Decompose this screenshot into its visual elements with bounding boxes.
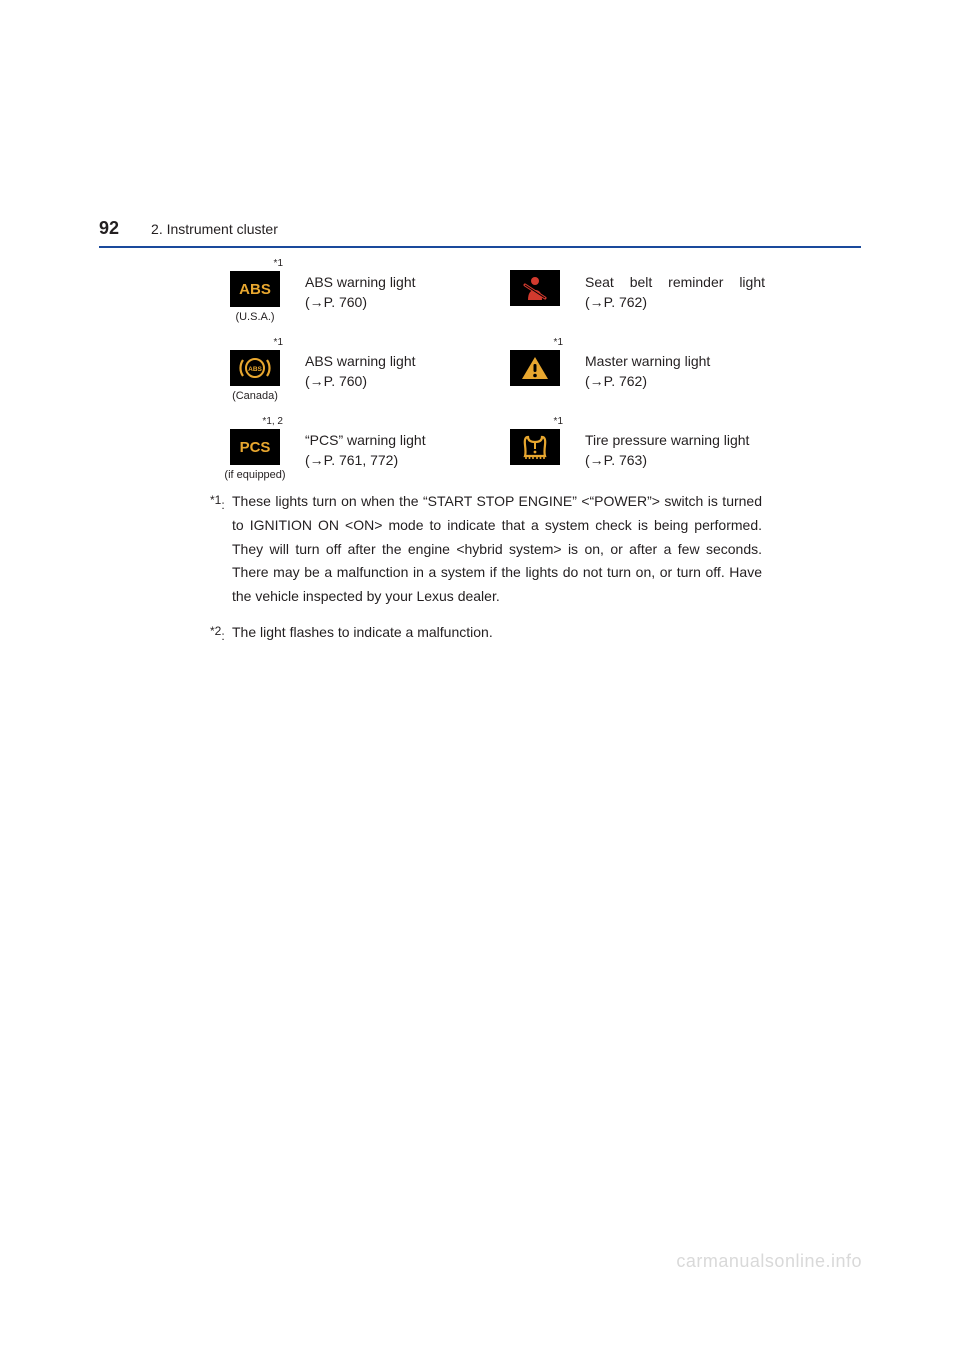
indicator-title: “PCS” warning light xyxy=(305,430,485,450)
footnote-ref: *1, 2 xyxy=(215,416,295,427)
footnote-1: *1: These lights turn on when the “START… xyxy=(210,490,762,609)
indicator-desc: “PCS” warning light (→P. 761, 772) xyxy=(305,416,485,471)
footnote-marker: *2: xyxy=(210,621,232,646)
icon-caption: (U.S.A.) xyxy=(215,311,295,323)
master-warning-icon xyxy=(510,350,560,386)
indicator-title: Master warning light xyxy=(585,351,765,371)
section-title: 2. Instrument cluster xyxy=(151,221,278,237)
footnote-2: *2: The light flashes to indicate a malf… xyxy=(210,621,762,646)
footnote-ref: *1 xyxy=(215,337,295,348)
footnote-text: These lights turn on when the “START STO… xyxy=(232,490,762,609)
indicator-title: Tire pressure warning light xyxy=(585,430,765,450)
footnote-text: The light flashes to indicate a malfunct… xyxy=(232,621,762,646)
footnote-marker: *1: xyxy=(210,490,232,609)
icon-caption: (if equipped) xyxy=(215,469,295,481)
indicator-ref: (→P. 761, 772) xyxy=(305,450,485,470)
indicator-desc: Seat belt reminder light (→P. 762) xyxy=(585,258,765,313)
indicator-title: ABS warning light xyxy=(305,272,485,292)
page-header: 92 2. Instrument cluster xyxy=(99,218,861,239)
icon-cell-pcs: *1, 2 PCS (if equipped) xyxy=(215,416,295,481)
indicator-desc: ABS warning light (→P. 760) xyxy=(305,258,485,313)
icon-cell-abs-canada: *1 ABS (Canada) xyxy=(215,337,295,402)
footnote-ref: *1 xyxy=(495,337,575,348)
indicator-ref: (→P. 762) xyxy=(585,292,765,312)
indicator-ref: (→P. 762) xyxy=(585,371,765,391)
pcs-text-icon: PCS xyxy=(240,439,271,456)
indicator-table: *1 ABS (U.S.A.) ABS warning light (→P. 7… xyxy=(215,258,767,481)
indicator-title: Seat belt reminder light xyxy=(585,272,765,292)
svg-text:ABS: ABS xyxy=(248,366,262,373)
pcs-warning-icon: PCS xyxy=(230,429,280,465)
icon-cell-tire-pressure: *1 xyxy=(495,416,575,465)
indicator-title: ABS warning light xyxy=(305,351,485,371)
footnotes: *1: These lights turn on when the “START… xyxy=(210,490,762,658)
header-rule xyxy=(99,246,861,248)
icon-cell-master-warn: *1 xyxy=(495,337,575,386)
abs-text-icon: ABS xyxy=(239,281,271,298)
indicator-desc: Tire pressure warning light (→P. 763) xyxy=(585,416,765,471)
abs-warning-canada-icon: ABS xyxy=(230,350,280,386)
seatbelt-reminder-icon xyxy=(510,270,560,306)
indicator-ref: (→P. 763) xyxy=(585,450,765,470)
tire-pressure-icon xyxy=(510,429,560,465)
indicator-ref: (→P. 760) xyxy=(305,371,485,391)
page: 92 2. Instrument cluster *1 ABS (U.S.A.)… xyxy=(0,0,960,1358)
indicator-desc: ABS warning light (→P. 760) xyxy=(305,337,485,392)
watermark: carmanualsonline.info xyxy=(676,1251,862,1272)
icon-caption: (Canada) xyxy=(215,390,295,402)
icon-cell-seatbelt xyxy=(495,258,575,306)
footnote-ref: *1 xyxy=(495,416,575,427)
footnote-ref: *1 xyxy=(215,258,295,269)
indicator-desc: Master warning light (→P. 762) xyxy=(585,337,765,392)
page-number: 92 xyxy=(99,218,119,239)
indicator-ref: (→P. 760) xyxy=(305,292,485,312)
icon-cell-abs-usa: *1 ABS (U.S.A.) xyxy=(215,258,295,323)
abs-warning-icon: ABS xyxy=(230,271,280,307)
